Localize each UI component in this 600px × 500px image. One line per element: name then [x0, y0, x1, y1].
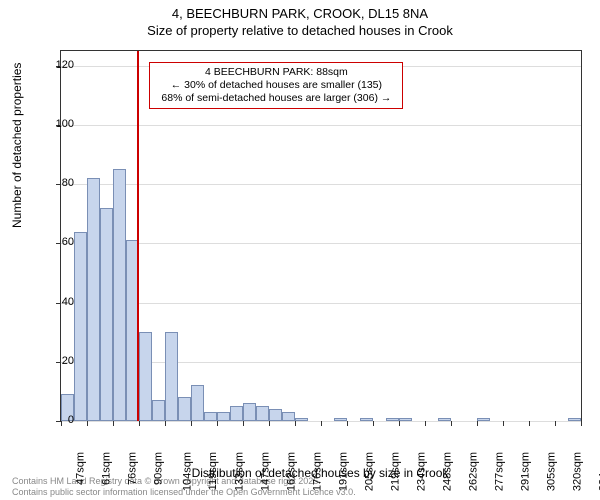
- histogram-bar: [178, 397, 191, 421]
- y-axis-label: Number of detached properties: [10, 63, 24, 228]
- x-tick-label: 248sqm: [442, 452, 454, 491]
- x-tick-label: 162sqm: [286, 452, 298, 491]
- y-tick-label: 0: [44, 414, 74, 426]
- x-tick-label: 76sqm: [127, 452, 139, 485]
- x-tick-label: 234sqm: [416, 452, 428, 491]
- x-tick-label: 90sqm: [153, 452, 165, 485]
- x-tick-label: 47sqm: [75, 452, 87, 485]
- x-tick: [113, 421, 114, 426]
- x-tick: [555, 421, 556, 426]
- annotation-box: 4 BEECHBURN PARK: 88sqm← 30% of detached…: [149, 62, 403, 109]
- x-tick: [399, 421, 400, 426]
- histogram-bar: [152, 400, 165, 421]
- histogram-bar: [74, 232, 87, 421]
- x-tick: [295, 421, 296, 426]
- annotation-line1: 4 BEECHBURN PARK: 88sqm: [156, 66, 396, 79]
- x-tick: [477, 421, 478, 426]
- x-tick: [269, 421, 270, 426]
- x-tick-label: 262sqm: [468, 452, 480, 491]
- x-tick: [243, 421, 244, 426]
- y-tick-label: 60: [44, 236, 74, 248]
- y-tick-label: 80: [44, 177, 74, 189]
- histogram-bar: [165, 332, 178, 421]
- x-tick-label: 320sqm: [572, 452, 584, 491]
- histogram-bar: [438, 418, 451, 421]
- histogram-bar: [204, 412, 217, 421]
- x-tick: [217, 421, 218, 426]
- x-tick-label: 61sqm: [101, 452, 113, 485]
- x-tick-label: 191sqm: [338, 452, 350, 491]
- x-tick: [139, 421, 140, 426]
- histogram-bar: [139, 332, 152, 421]
- y-tick-label: 40: [44, 296, 74, 308]
- histogram-bar: [217, 412, 230, 421]
- chart-title: 4, BEECHBURN PARK, CROOK, DL15 8NA Size …: [0, 0, 600, 40]
- histogram-bar: [386, 418, 399, 421]
- x-tick: [87, 421, 88, 426]
- x-tick: [529, 421, 530, 426]
- x-tick: [503, 421, 504, 426]
- x-tick: [165, 421, 166, 426]
- x-tick: [321, 421, 322, 426]
- reference-line: [137, 51, 139, 421]
- x-tick: [347, 421, 348, 426]
- x-tick-label: 205sqm: [364, 452, 376, 491]
- x-tick-label: 277sqm: [494, 452, 506, 491]
- x-tick-label: 104sqm: [182, 452, 194, 491]
- y-tick-label: 20: [44, 355, 74, 367]
- histogram-bar: [477, 418, 490, 421]
- histogram-bar: [282, 412, 295, 421]
- x-tick-label: 119sqm: [207, 452, 219, 490]
- annotation-line3: 68% of semi-detached houses are larger (…: [156, 92, 396, 105]
- histogram-bar: [399, 418, 412, 421]
- title-line2: Size of property relative to detached ho…: [0, 23, 600, 40]
- histogram-bar: [230, 406, 243, 421]
- annotation-line2: ← 30% of detached houses are smaller (13…: [156, 79, 396, 92]
- histogram-bar: [295, 418, 308, 421]
- x-tick-label: 291sqm: [520, 452, 532, 491]
- x-tick-label: 147sqm: [260, 452, 272, 491]
- y-tick-label: 120: [44, 59, 74, 71]
- histogram-bar: [256, 406, 269, 421]
- x-tick: [581, 421, 582, 426]
- histogram-bar: [269, 409, 282, 421]
- histogram-bar: [568, 418, 581, 421]
- x-tick: [451, 421, 452, 426]
- histogram-bar: [243, 403, 256, 421]
- x-tick-label: 305sqm: [546, 452, 558, 491]
- histogram-bar: [191, 385, 204, 421]
- plot-area: 4 BEECHBURN PARK: 88sqm← 30% of detached…: [60, 50, 582, 422]
- x-tick: [191, 421, 192, 426]
- histogram-bar: [100, 208, 113, 421]
- x-tick-label: 176sqm: [312, 452, 324, 491]
- histogram-bar: [360, 418, 373, 421]
- histogram-bar: [334, 418, 347, 421]
- y-tick-label: 100: [44, 118, 74, 130]
- x-tick-label: 219sqm: [390, 452, 402, 491]
- title-line1: 4, BEECHBURN PARK, CROOK, DL15 8NA: [0, 6, 600, 23]
- histogram-bar: [87, 178, 100, 421]
- chart-container: 4, BEECHBURN PARK, CROOK, DL15 8NA Size …: [0, 0, 600, 500]
- histogram-bar: [113, 169, 126, 421]
- x-tick: [373, 421, 374, 426]
- x-tick: [425, 421, 426, 426]
- x-tick-label: 133sqm: [234, 452, 246, 491]
